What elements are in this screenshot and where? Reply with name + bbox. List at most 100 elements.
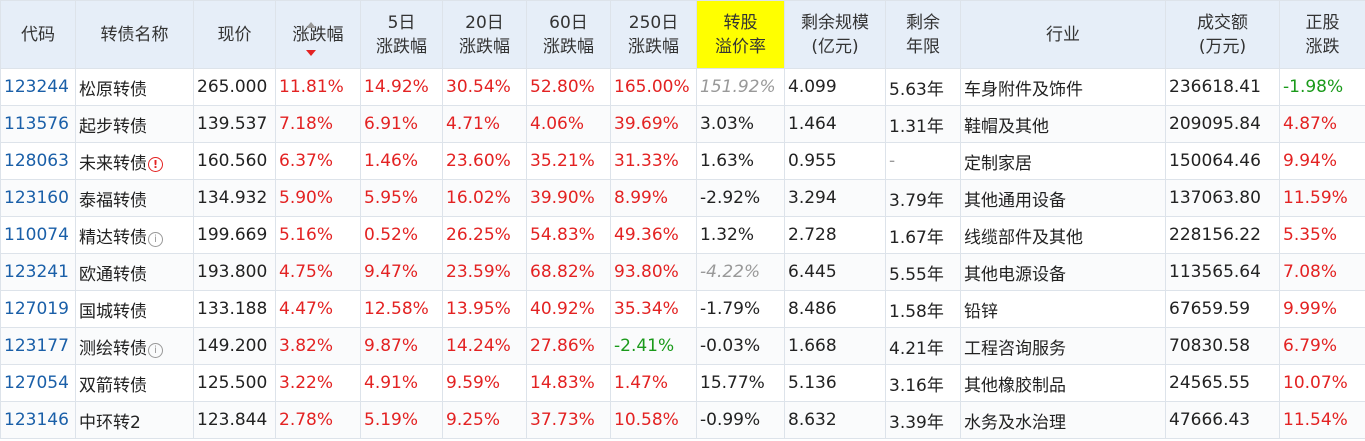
scale-cell: 8.632 [784, 401, 886, 439]
stock-change-cell: 4.87% [1279, 105, 1365, 143]
chg20-cell: 30.54% [442, 68, 527, 106]
bond-code-link[interactable]: 123146 [0, 401, 76, 439]
header-chg250[interactable]: 250日 涨跌幅 [610, 0, 697, 69]
bond-name-cell[interactable]: 精达转债 i [75, 216, 194, 254]
years-cell: - [885, 142, 961, 180]
table-row[interactable]: 127054 双箭转债 125.500 3.22% 4.91% 9.59% 14… [0, 364, 1365, 402]
industry-cell: 水务及水治理 [960, 401, 1166, 439]
chg60-cell: 52.80% [526, 68, 611, 106]
change-cell: 4.47% [275, 290, 361, 328]
chg5-cell: 6.91% [360, 105, 443, 143]
stock-change-cell: 11.59% [1279, 179, 1365, 217]
table-row[interactable]: 123241 欧通转债 193.800 4.75% 9.47% 23.59% 6… [0, 253, 1365, 291]
header-chg5[interactable]: 5日 涨跌幅 [360, 0, 443, 69]
bond-name[interactable]: 欧通转债 [75, 253, 194, 291]
stock-change-cell: 6.79% [1279, 327, 1365, 365]
turnover-cell: 228156.22 [1165, 216, 1280, 254]
header-name[interactable]: 转债名称 [75, 0, 194, 69]
bond-code-link[interactable]: 123160 [0, 179, 76, 217]
table-row[interactable]: 123177 测绘转债 i 149.200 3.82% 9.87% 14.24% … [0, 327, 1365, 365]
header-price[interactable]: 现价 [193, 0, 276, 69]
chg250-cell: 1.47% [610, 364, 697, 402]
chg250-cell: 165.00% [610, 68, 697, 106]
header-change[interactable]: 涨跌幅 [275, 0, 361, 69]
bond-name[interactable]: 起步转债 [75, 105, 194, 143]
bond-name[interactable]: 未来转债 [79, 153, 147, 174]
industry-cell: 鞋帽及其他 [960, 105, 1166, 143]
sort-up-icon [305, 21, 316, 28]
years-cell: 1.67年 [885, 216, 961, 254]
bond-code-link[interactable]: 110074 [0, 216, 76, 254]
chg250-cell: 49.36% [610, 216, 697, 254]
bond-code-link[interactable]: 127054 [0, 364, 76, 402]
header-premium[interactable]: 转股 溢价率 [696, 0, 785, 69]
chg20-cell: 23.59% [442, 253, 527, 291]
industry-cell: 其他通用设备 [960, 179, 1166, 217]
change-cell: 5.16% [275, 216, 361, 254]
table-row[interactable]: 123160 泰福转债 134.932 5.90% 5.95% 16.02% 3… [0, 179, 1365, 217]
table-row[interactable]: 113576 起步转债 139.537 7.18% 6.91% 4.71% 4.… [0, 105, 1365, 143]
change-cell: 11.81% [275, 68, 361, 106]
bond-name[interactable]: 双箭转债 [75, 364, 194, 402]
premium-cell: -2.92% [696, 179, 785, 217]
header-industry[interactable]: 行业 [960, 0, 1166, 69]
header-chg20[interactable]: 20日 涨跌幅 [442, 0, 527, 69]
chg250-cell: -2.41% [610, 327, 697, 365]
scale-cell: 1.668 [784, 327, 886, 365]
header-scale[interactable]: 剩余规模 (亿元) [784, 0, 886, 69]
bond-name[interactable]: 中环转2 [75, 401, 194, 439]
warning-icon[interactable]: ! [148, 156, 163, 172]
chg60-cell: 68.82% [526, 253, 611, 291]
header-stock-change[interactable]: 正股 涨跌 [1279, 0, 1365, 69]
scale-cell: 6.445 [784, 253, 886, 291]
info-icon[interactable]: i [148, 342, 163, 358]
price-cell: 133.188 [193, 290, 276, 328]
chg5-cell: 4.91% [360, 364, 443, 402]
bond-name[interactable]: 国城转债 [75, 290, 194, 328]
bond-code-link[interactable]: 123244 [0, 68, 76, 106]
chg60-cell: 4.06% [526, 105, 611, 143]
bond-code-link[interactable]: 123241 [0, 253, 76, 291]
turnover-cell: 70830.58 [1165, 327, 1280, 365]
bond-name[interactable]: 松原转债 [75, 68, 194, 106]
premium-cell: 151.92% [696, 68, 785, 106]
premium-cell: -0.99% [696, 401, 785, 439]
info-icon[interactable]: i [148, 231, 163, 247]
table-row[interactable]: 110074 精达转债 i 199.669 5.16% 0.52% 26.25% … [0, 216, 1365, 254]
bond-name-cell[interactable]: 测绘转债 i [75, 327, 194, 365]
chg20-cell: 14.24% [442, 327, 527, 365]
chg60-cell: 37.73% [526, 401, 611, 439]
change-cell: 4.75% [275, 253, 361, 291]
change-cell: 7.18% [275, 105, 361, 143]
header-chg60[interactable]: 60日 涨跌幅 [526, 0, 611, 69]
bond-name[interactable]: 测绘转债 [79, 338, 147, 359]
years-cell: 3.79年 [885, 179, 961, 217]
premium-cell: -1.79% [696, 290, 785, 328]
chg5-cell: 12.58% [360, 290, 443, 328]
years-cell: 5.55年 [885, 253, 961, 291]
header-years[interactable]: 剩余 年限 [885, 0, 961, 69]
bond-name[interactable]: 泰福转债 [75, 179, 194, 217]
table-row[interactable]: 123146 中环转2 123.844 2.78% 5.19% 9.25% 37… [0, 401, 1365, 439]
turnover-cell: 236618.41 [1165, 68, 1280, 106]
years-cell: 5.63年 [885, 68, 961, 106]
bond-code-link[interactable]: 127019 [0, 290, 76, 328]
premium-cell: 3.03% [696, 105, 785, 143]
bond-code-link[interactable]: 123177 [0, 327, 76, 365]
header-code[interactable]: 代码 [0, 0, 76, 69]
bond-name[interactable]: 精达转债 [79, 227, 147, 248]
industry-cell: 车身附件及饰件 [960, 68, 1166, 106]
chg20-cell: 16.02% [442, 179, 527, 217]
stock-change-cell: -1.98% [1279, 68, 1365, 106]
chg20-cell: 23.60% [442, 142, 527, 180]
years-cell: 3.16年 [885, 364, 961, 402]
premium-cell: 1.63% [696, 142, 785, 180]
table-row[interactable]: 123244 松原转债 265.000 11.81% 14.92% 30.54%… [0, 68, 1365, 106]
table-row[interactable]: 128063 未来转债! 160.560 6.37% 1.46% 23.60% … [0, 142, 1365, 180]
bond-code-link[interactable]: 113576 [0, 105, 76, 143]
price-cell: 193.800 [193, 253, 276, 291]
header-turnover[interactable]: 成交额 (万元) [1165, 0, 1280, 69]
table-row[interactable]: 127019 国城转债 133.188 4.47% 12.58% 13.95% … [0, 290, 1365, 328]
bond-name-cell[interactable]: 未来转债! [75, 142, 194, 180]
bond-code-link[interactable]: 128063 [0, 142, 76, 180]
